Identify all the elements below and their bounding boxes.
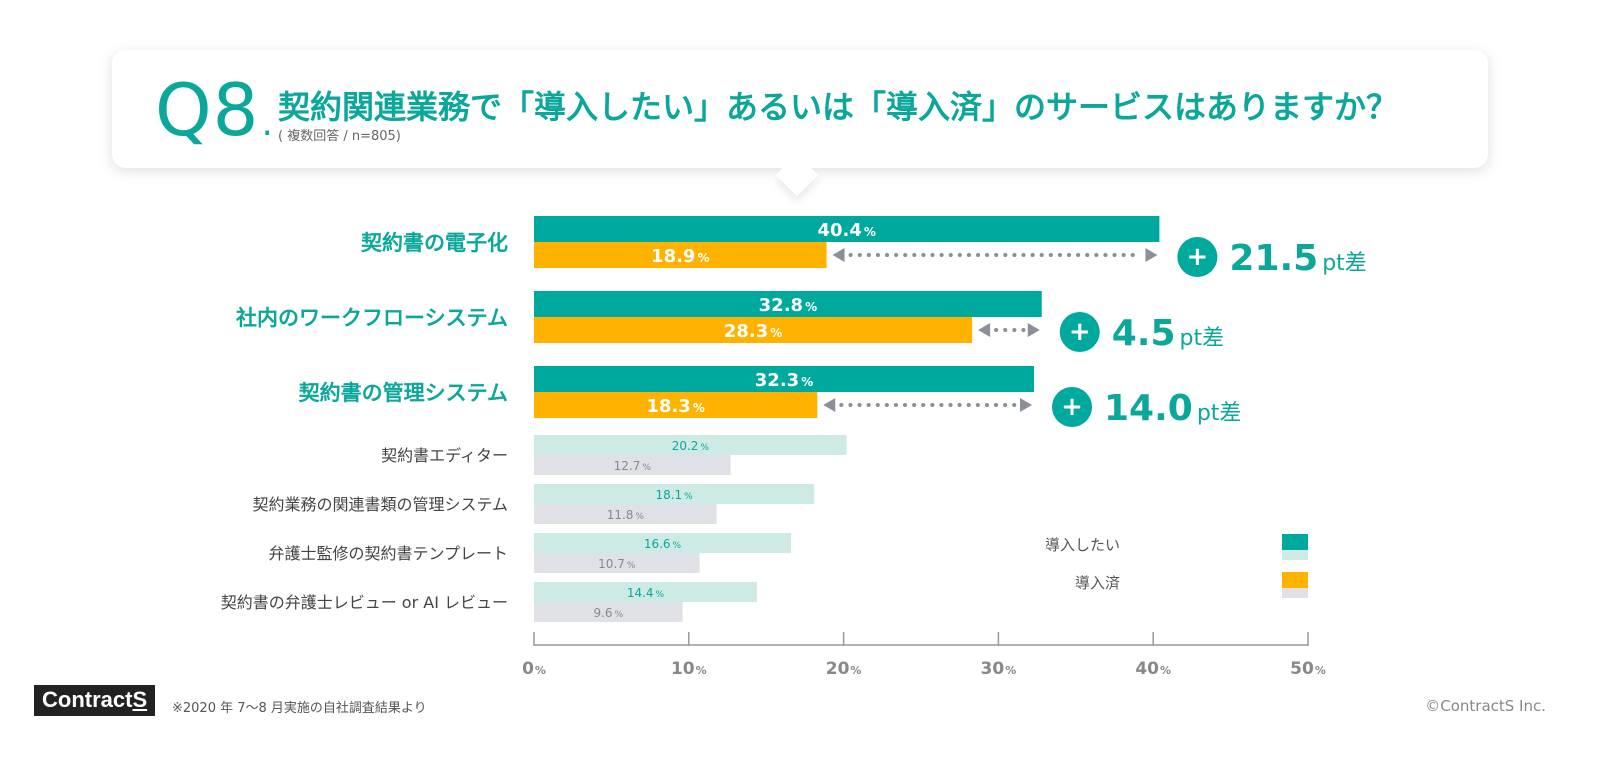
bar-done xyxy=(534,392,818,418)
bar-value-label: 20.2% xyxy=(672,439,710,453)
difference-arrow-head xyxy=(832,248,845,262)
legend-swatch-done xyxy=(1282,572,1308,598)
bar-value-label: 18.9% xyxy=(651,246,709,267)
bar-value-label: 18.1% xyxy=(655,488,693,502)
bar-value-label: 12.7% xyxy=(614,459,652,473)
bar-value-label: 18.3% xyxy=(646,396,704,417)
plus-sign: + xyxy=(1186,242,1208,272)
category-label: 契約書の管理システム xyxy=(298,381,508,405)
x-tick-label: 0% xyxy=(522,659,546,679)
category-label: 弁護士監修の契約書テンプレート xyxy=(268,544,508,563)
difference-label: 14.0 pt差 xyxy=(1104,388,1241,429)
x-tick-label: 30% xyxy=(981,659,1017,679)
bar-done xyxy=(534,504,717,524)
category-label: 社内のワークフローシステム xyxy=(235,306,508,330)
copyright: ©ContractS Inc. xyxy=(1425,697,1546,715)
bar-value-label: 16.6% xyxy=(644,537,682,551)
difference-arrow-head xyxy=(978,323,991,337)
difference-arrow-head xyxy=(1027,323,1040,337)
x-tick-label: 50% xyxy=(1290,659,1326,679)
bar-value-label: 32.8% xyxy=(759,295,817,316)
bar-done xyxy=(534,553,700,573)
bar-value-label: 14.4% xyxy=(627,586,665,600)
question-subnote: ( 複数回答 / n=805) xyxy=(278,129,401,144)
bar-done xyxy=(534,317,973,343)
question-number: Q8. xyxy=(155,68,274,152)
bar-want xyxy=(534,366,1035,392)
bar-value-label: 28.3% xyxy=(724,321,782,342)
x-tick-label: 40% xyxy=(1135,659,1171,679)
legend-label: 導入したい xyxy=(1044,536,1120,554)
bar-want xyxy=(534,216,1160,242)
x-tick-label: 10% xyxy=(671,659,707,679)
difference-label: 21.5 pt差 xyxy=(1229,238,1366,279)
category-label: 契約業務の関連書類の管理システム xyxy=(252,495,508,514)
footnote: ※2020 年 7〜8 月実施の自社調査結果より xyxy=(172,701,427,716)
contracts-logo: ContractS xyxy=(34,685,156,716)
bar-want xyxy=(534,484,815,504)
bar-want xyxy=(534,582,757,602)
x-tick-label: 20% xyxy=(826,659,862,679)
category-label: 契約書の電子化 xyxy=(360,231,508,255)
bar-want xyxy=(534,533,791,553)
plus-badge xyxy=(1052,387,1093,427)
legend-swatch-want xyxy=(1282,534,1308,560)
difference-arrow-head xyxy=(1020,398,1033,412)
difference-arrow-head xyxy=(823,398,836,412)
plus-badge xyxy=(1177,237,1218,277)
bar-value-label: 9.6% xyxy=(593,606,623,620)
bar-want xyxy=(534,435,847,455)
bar-done xyxy=(534,455,731,475)
bar-done xyxy=(534,602,683,622)
difference-label: 4.5 pt差 xyxy=(1112,313,1224,354)
bar-value-label: 11.8% xyxy=(607,508,645,522)
legend-label: 導入済 xyxy=(1074,574,1120,592)
bar-value-label: 40.4% xyxy=(817,220,875,241)
plus-sign: + xyxy=(1069,317,1091,347)
category-label: 契約書エディター xyxy=(381,446,508,465)
bar-done xyxy=(534,242,827,268)
difference-arrow-head xyxy=(1145,248,1158,262)
question-title: 契約関連業務で「導入したい」あるいは「導入済」のサービスはありますか？ xyxy=(278,88,1399,126)
bar-value-label: 10.7% xyxy=(598,557,636,571)
plus-sign: + xyxy=(1061,392,1083,422)
plus-badge xyxy=(1059,312,1100,352)
bar-value-label: 32.3% xyxy=(755,370,813,391)
bar-want xyxy=(534,291,1042,317)
category-label: 契約書の弁護士レビュー or AI レビュー xyxy=(221,593,508,612)
